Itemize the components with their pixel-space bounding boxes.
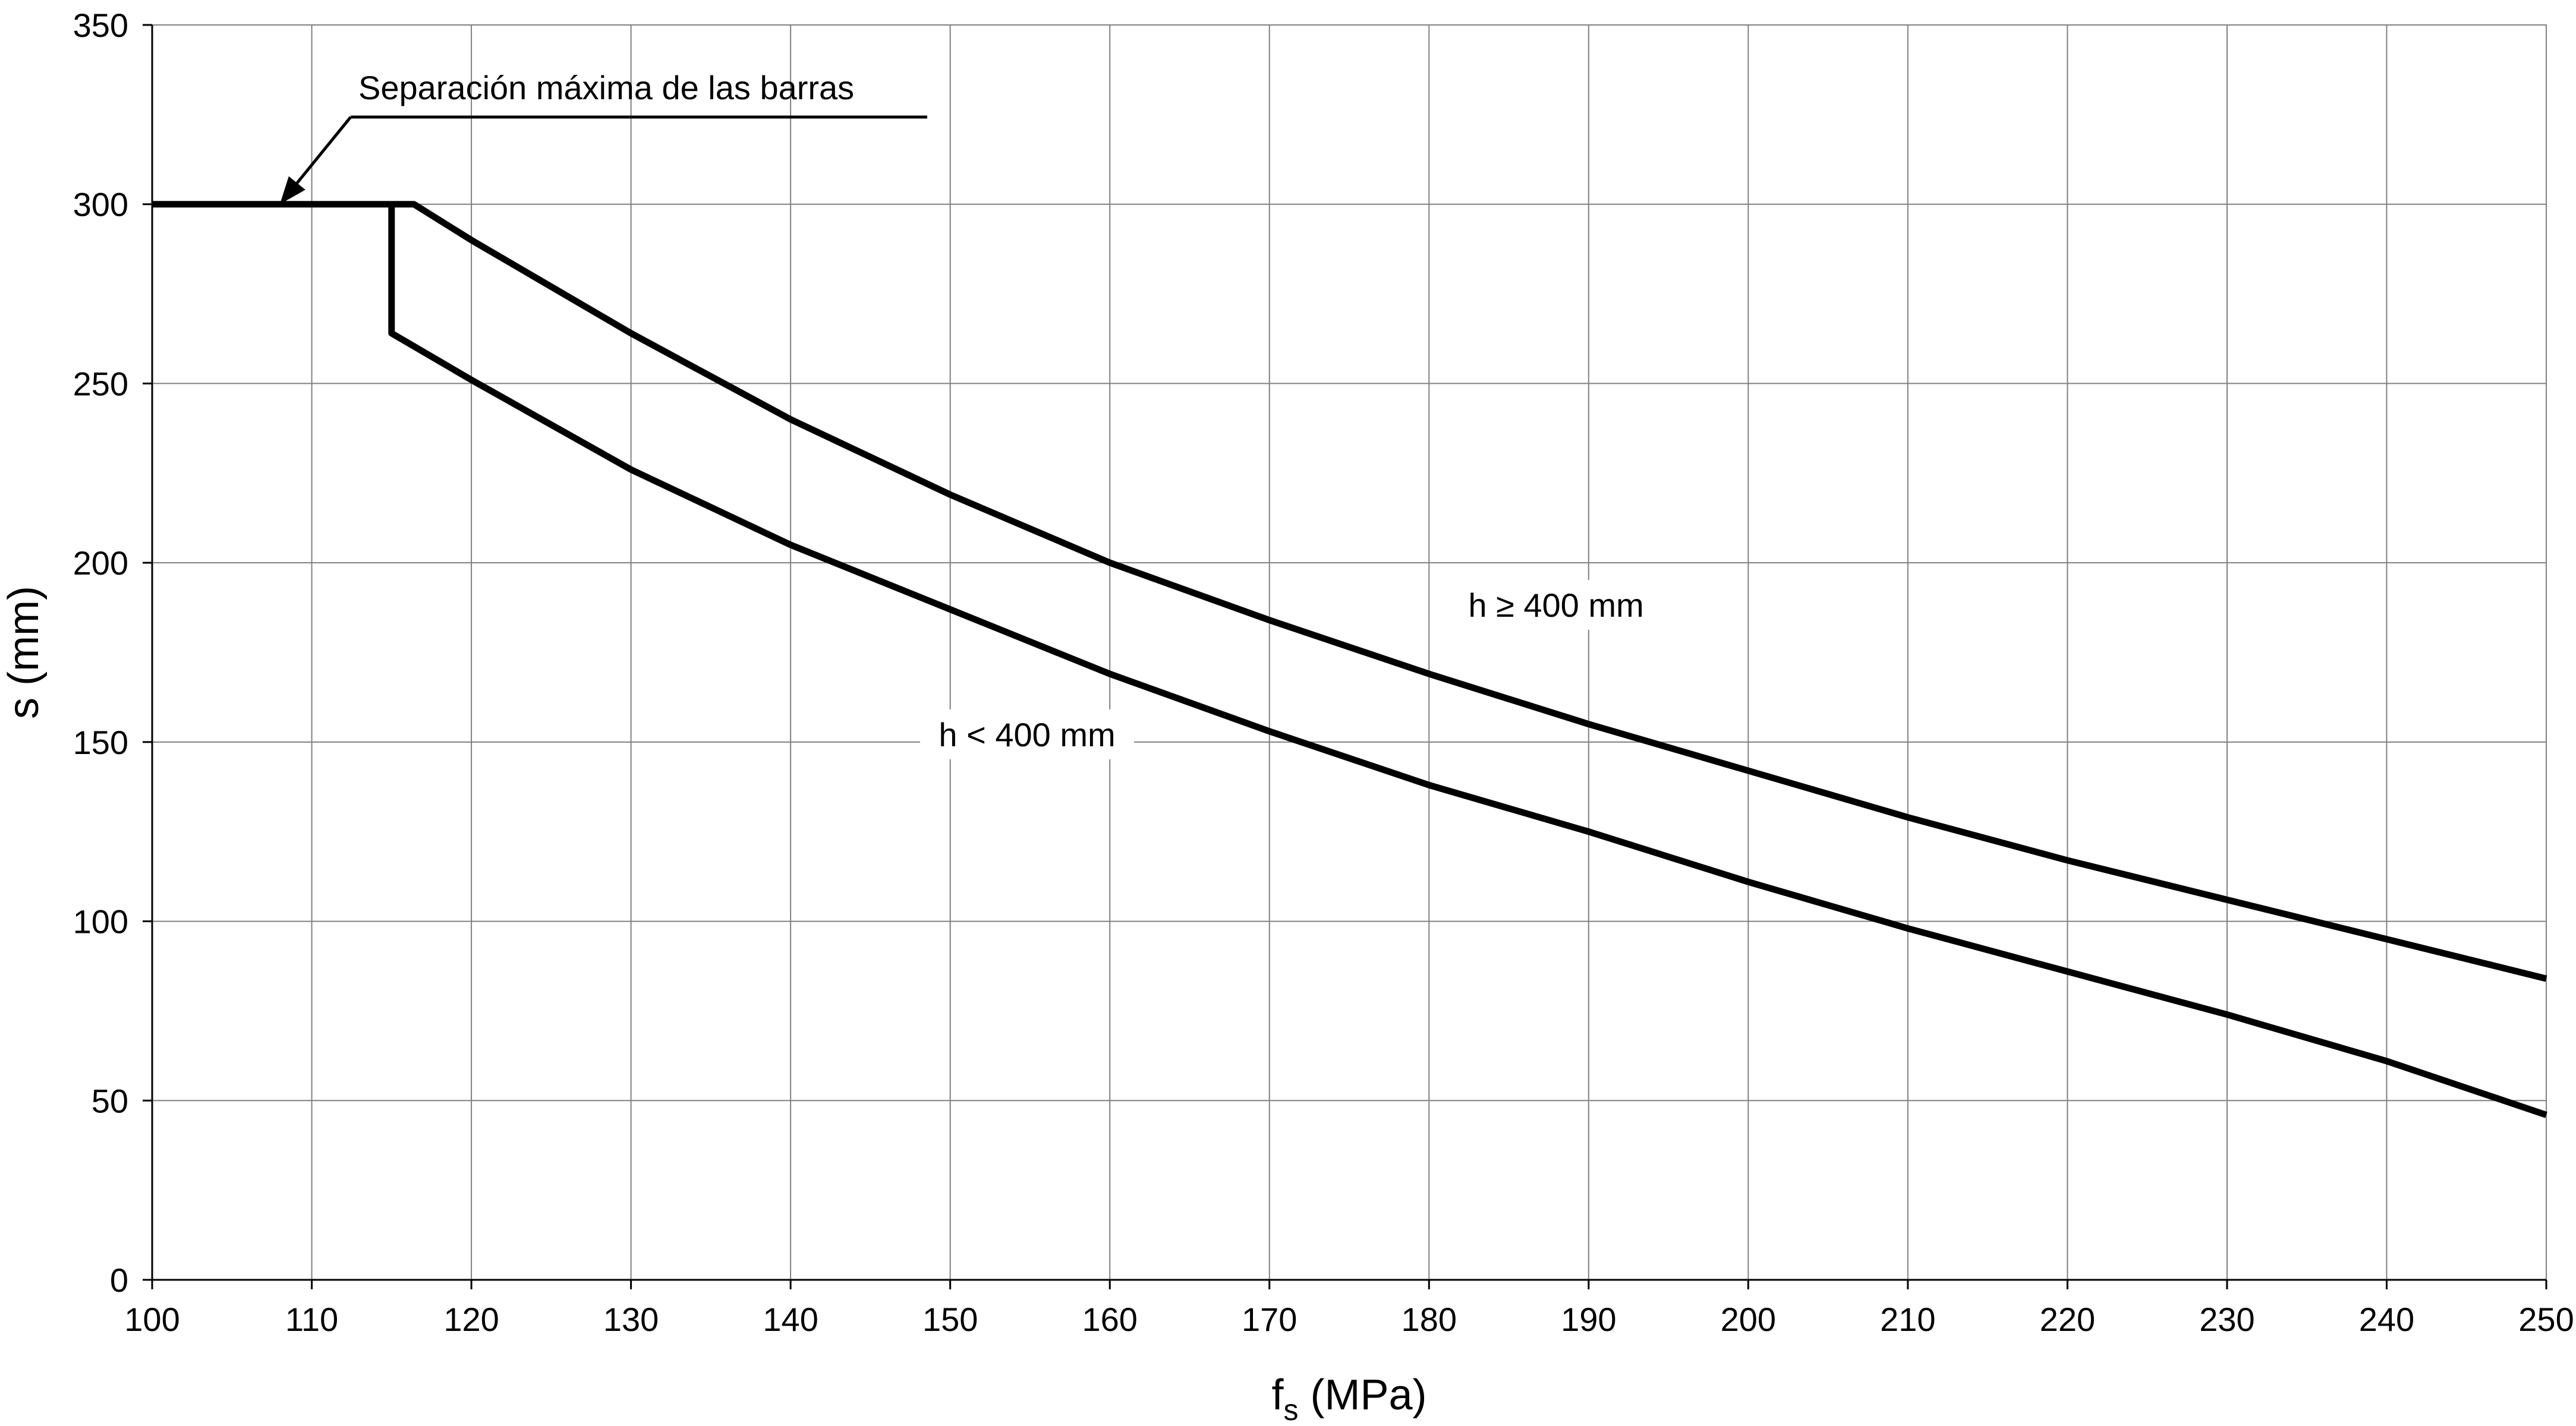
x-axis-label-unit: (MPa) — [1311, 1371, 1427, 1419]
y-tick-label: 200 — [73, 544, 128, 582]
annotation-h-lt-400-text: h < 400 mm — [939, 716, 1115, 753]
annotation-h-lt-400-background — [920, 709, 1134, 759]
y-tick-label: 0 — [110, 1261, 128, 1299]
x-axis-ticks: 100 110 120 130 140 150 160 170 180 190 200 210 220 2… — [124, 1280, 2574, 1338]
series-line-h-lt-400 — [388, 204, 2547, 1118]
annotation-h-ge-400: h ≥ 400 mm — [1449, 580, 1663, 630]
x-tick-label: 190 — [1561, 1301, 1616, 1338]
annotation-h-ge-400-text: h ≥ 400 mm — [1468, 586, 1643, 624]
annotation-max-spacing-text: Separación máxima de las barras — [358, 69, 854, 106]
y-axis-ticks: 0 50 100 150 200 250 300 350 — [73, 7, 152, 1299]
x-tick-label: 250 — [2518, 1301, 2574, 1338]
x-tick-label: 230 — [2199, 1301, 2254, 1338]
x-tick-label: 140 — [763, 1301, 818, 1338]
grid — [152, 24, 2547, 1280]
x-tick-label: 150 — [922, 1301, 978, 1338]
series-lines — [152, 201, 2547, 1118]
annotation-max-spacing-arrow — [295, 116, 352, 184]
y-tick-label: 250 — [73, 365, 128, 402]
x-axis-label-subscript: s — [1284, 1393, 1299, 1426]
y-axis-label: s (mm) — [0, 586, 48, 719]
annotation-max-spacing: Separación máxima de las barras — [279, 69, 927, 204]
x-tick-label: 130 — [603, 1301, 659, 1338]
series-line-h-ge-400 — [152, 201, 2547, 982]
x-axis-label-main: f — [1271, 1371, 1284, 1419]
x-tick-label: 100 — [124, 1301, 179, 1338]
x-tick-label: 170 — [1242, 1301, 1297, 1338]
x-tick-label: 210 — [1880, 1301, 1935, 1338]
x-tick-label: 180 — [1402, 1301, 1457, 1338]
y-tick-label: 300 — [73, 186, 128, 223]
y-tick-label: 50 — [92, 1082, 128, 1119]
y-tick-label: 350 — [73, 7, 128, 44]
x-axis-label: fs (MPa) — [1271, 1371, 1426, 1426]
x-tick-label: 110 — [285, 1301, 338, 1338]
x-tick-label: 240 — [2359, 1301, 2414, 1338]
x-tick-label: 120 — [443, 1301, 499, 1338]
x-tick-label: 160 — [1082, 1301, 1137, 1338]
axes — [151, 24, 2547, 1281]
x-tick-label: 220 — [2040, 1301, 2095, 1338]
annotation-h-lt-400: h < 400 mm — [920, 709, 1134, 759]
y-tick-label: 150 — [73, 724, 128, 761]
y-tick-label: 100 — [73, 903, 128, 941]
x-tick-label: 200 — [1721, 1301, 1776, 1338]
annotation-h-ge-400-background — [1449, 580, 1663, 630]
annotation-max-spacing-arrowhead — [279, 176, 306, 204]
